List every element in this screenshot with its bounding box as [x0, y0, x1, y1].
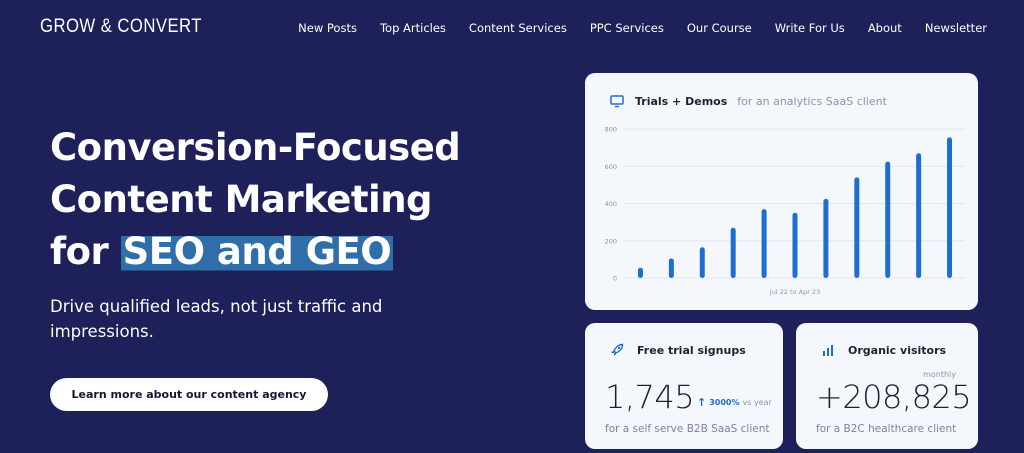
- nav-write-for-us[interactable]: Write For Us: [774, 21, 845, 35]
- trials-demos-card: Trials + Demos for an analytics SaaS cli…: [585, 73, 978, 310]
- y-tick-label: 200: [605, 237, 617, 245]
- nav-new-posts[interactable]: New Posts: [298, 21, 357, 35]
- hero-title-highlight: SEO and GEO: [120, 230, 394, 273]
- main-nav: New Posts Top Articles Content Services …: [298, 21, 987, 35]
- hero-title-line-1: Conversion-Focused: [50, 126, 461, 169]
- logo[interactable]: GROW & CONVERT: [40, 16, 202, 37]
- bar: [761, 209, 767, 278]
- hero-title: Conversion-Focused Content Marketing for…: [50, 122, 461, 278]
- bar: [885, 161, 891, 278]
- learn-more-button[interactable]: Learn more about our content agency: [50, 378, 328, 411]
- bar-chart-icon: [823, 345, 833, 356]
- period-label: monthly: [923, 370, 956, 379]
- bar: [854, 177, 860, 278]
- nav-ppc-services[interactable]: PPC Services: [589, 21, 664, 35]
- bar: [637, 267, 643, 278]
- organic-visitors-caption: for a B2C healthcare client: [816, 423, 957, 435]
- y-tick-label: 600: [605, 163, 617, 171]
- nav-top-articles[interactable]: Top Articles: [379, 21, 446, 35]
- organic-visitors-title: Organic visitors: [848, 343, 947, 357]
- nav-newsletter[interactable]: Newsletter: [924, 21, 987, 35]
- bar: [947, 137, 953, 278]
- free-trial-caption: for a self serve B2B SaaS client: [605, 423, 770, 435]
- hero-subtitle: Drive qualified leads, not just traffic …: [50, 297, 383, 341]
- hero-title-line-3: for SEO and GEO: [50, 226, 460, 278]
- bar: [823, 198, 829, 278]
- hero-title-prefix: for: [50, 230, 121, 273]
- bar: [792, 212, 798, 278]
- bar: [916, 153, 922, 278]
- x-axis-label: Jul 22 to Apr 23: [769, 288, 820, 296]
- bar: [668, 258, 674, 278]
- bar: [730, 227, 736, 278]
- growth-indicator: ↑ 3000% vs year: [697, 396, 772, 409]
- y-tick-label: 800: [605, 126, 617, 134]
- organic-visitors-card: Organic visitors monthly +208,825 for a …: [796, 323, 978, 449]
- free-trial-value: 1,745: [605, 378, 695, 416]
- y-tick-label: 0: [613, 275, 617, 283]
- nav-content-services[interactable]: Content Services: [468, 21, 567, 35]
- rocket-icon: [611, 343, 624, 356]
- nav-our-course[interactable]: Our Course: [686, 21, 752, 35]
- chart-card-subtitle: for an analytics SaaS client: [737, 94, 887, 108]
- chart-card-header: Trials + Demos for an analytics SaaS cli…: [609, 93, 887, 109]
- growth-suffix: vs year: [742, 398, 772, 407]
- organic-visitors-header: Organic visitors: [820, 342, 946, 358]
- bar: [699, 247, 705, 278]
- growth-percent: 3000%: [709, 398, 740, 407]
- organic-visitors-value: +208,825: [816, 378, 972, 416]
- monitor-icon: [610, 95, 624, 108]
- free-trial-header: Free trial signups: [609, 342, 746, 358]
- hero-title-line-2: Content Marketing: [50, 178, 433, 221]
- free-trial-card: Free trial signups 1,745 ↑ 3000% vs year…: [585, 323, 783, 449]
- trials-demos-chart: 0 200 400 600 800 Jul 22 to Apr 23: [605, 126, 965, 296]
- arrow-up-icon: ↑: [697, 396, 707, 409]
- y-tick-label: 400: [605, 200, 617, 208]
- chart-card-title: Trials + Demos: [635, 94, 728, 108]
- nav-about[interactable]: About: [867, 21, 902, 35]
- free-trial-title: Free trial signups: [637, 343, 746, 357]
